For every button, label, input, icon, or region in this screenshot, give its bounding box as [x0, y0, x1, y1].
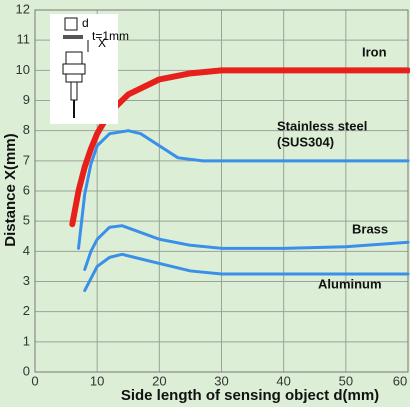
inset-d: d: [82, 16, 89, 30]
y-tick-label: 8: [23, 122, 30, 137]
y-axis-title: Distance X(mm): [2, 133, 19, 246]
y-tick-label: 4: [23, 243, 30, 258]
x-tick-label: 10: [90, 373, 104, 388]
y-tick-label: 5: [23, 213, 30, 228]
series-label: Aluminum: [318, 276, 382, 291]
y-tick-label: 1: [23, 333, 30, 348]
y-tick-label: 12: [16, 1, 30, 16]
series-label: Iron: [362, 44, 387, 59]
x-tick-label: 20: [152, 373, 166, 388]
series-label: Brass: [352, 221, 388, 236]
x-tick-label: 60: [393, 373, 407, 388]
plot-frame: [34, 9, 409, 373]
series-label: (SUS304): [277, 134, 334, 149]
sensor-cable: [70, 81, 78, 101]
object-square: [64, 17, 78, 31]
series-line: [77, 129, 410, 250]
y-tick-label: 10: [16, 62, 30, 77]
series-line: [83, 224, 410, 271]
inset-t: t=1mm: [92, 29, 129, 43]
y-tick-label: 11: [17, 32, 31, 47]
series-line: [83, 252, 410, 293]
object-plate: [63, 35, 83, 39]
x-tick-label: 50: [339, 373, 353, 388]
y-tick-label: 0: [23, 363, 30, 378]
y-tick-label: 6: [23, 182, 30, 197]
y-tick-label: 9: [23, 92, 30, 107]
x-tick-label: 0: [31, 373, 38, 388]
sensor-nut: [62, 63, 86, 75]
x-axis-title: Side length of sensing object d(mm): [121, 387, 379, 404]
y-tick-label: 3: [23, 273, 30, 288]
inset: d X t=1mm: [50, 14, 129, 124]
y-tick-label: 2: [23, 303, 30, 318]
x-tick-label: 40: [276, 373, 290, 388]
inset-x: X: [98, 36, 106, 50]
x-tick-label: 30: [214, 373, 228, 388]
series-label: Stainless steel: [277, 118, 367, 133]
y-tick-label: 7: [23, 152, 30, 167]
